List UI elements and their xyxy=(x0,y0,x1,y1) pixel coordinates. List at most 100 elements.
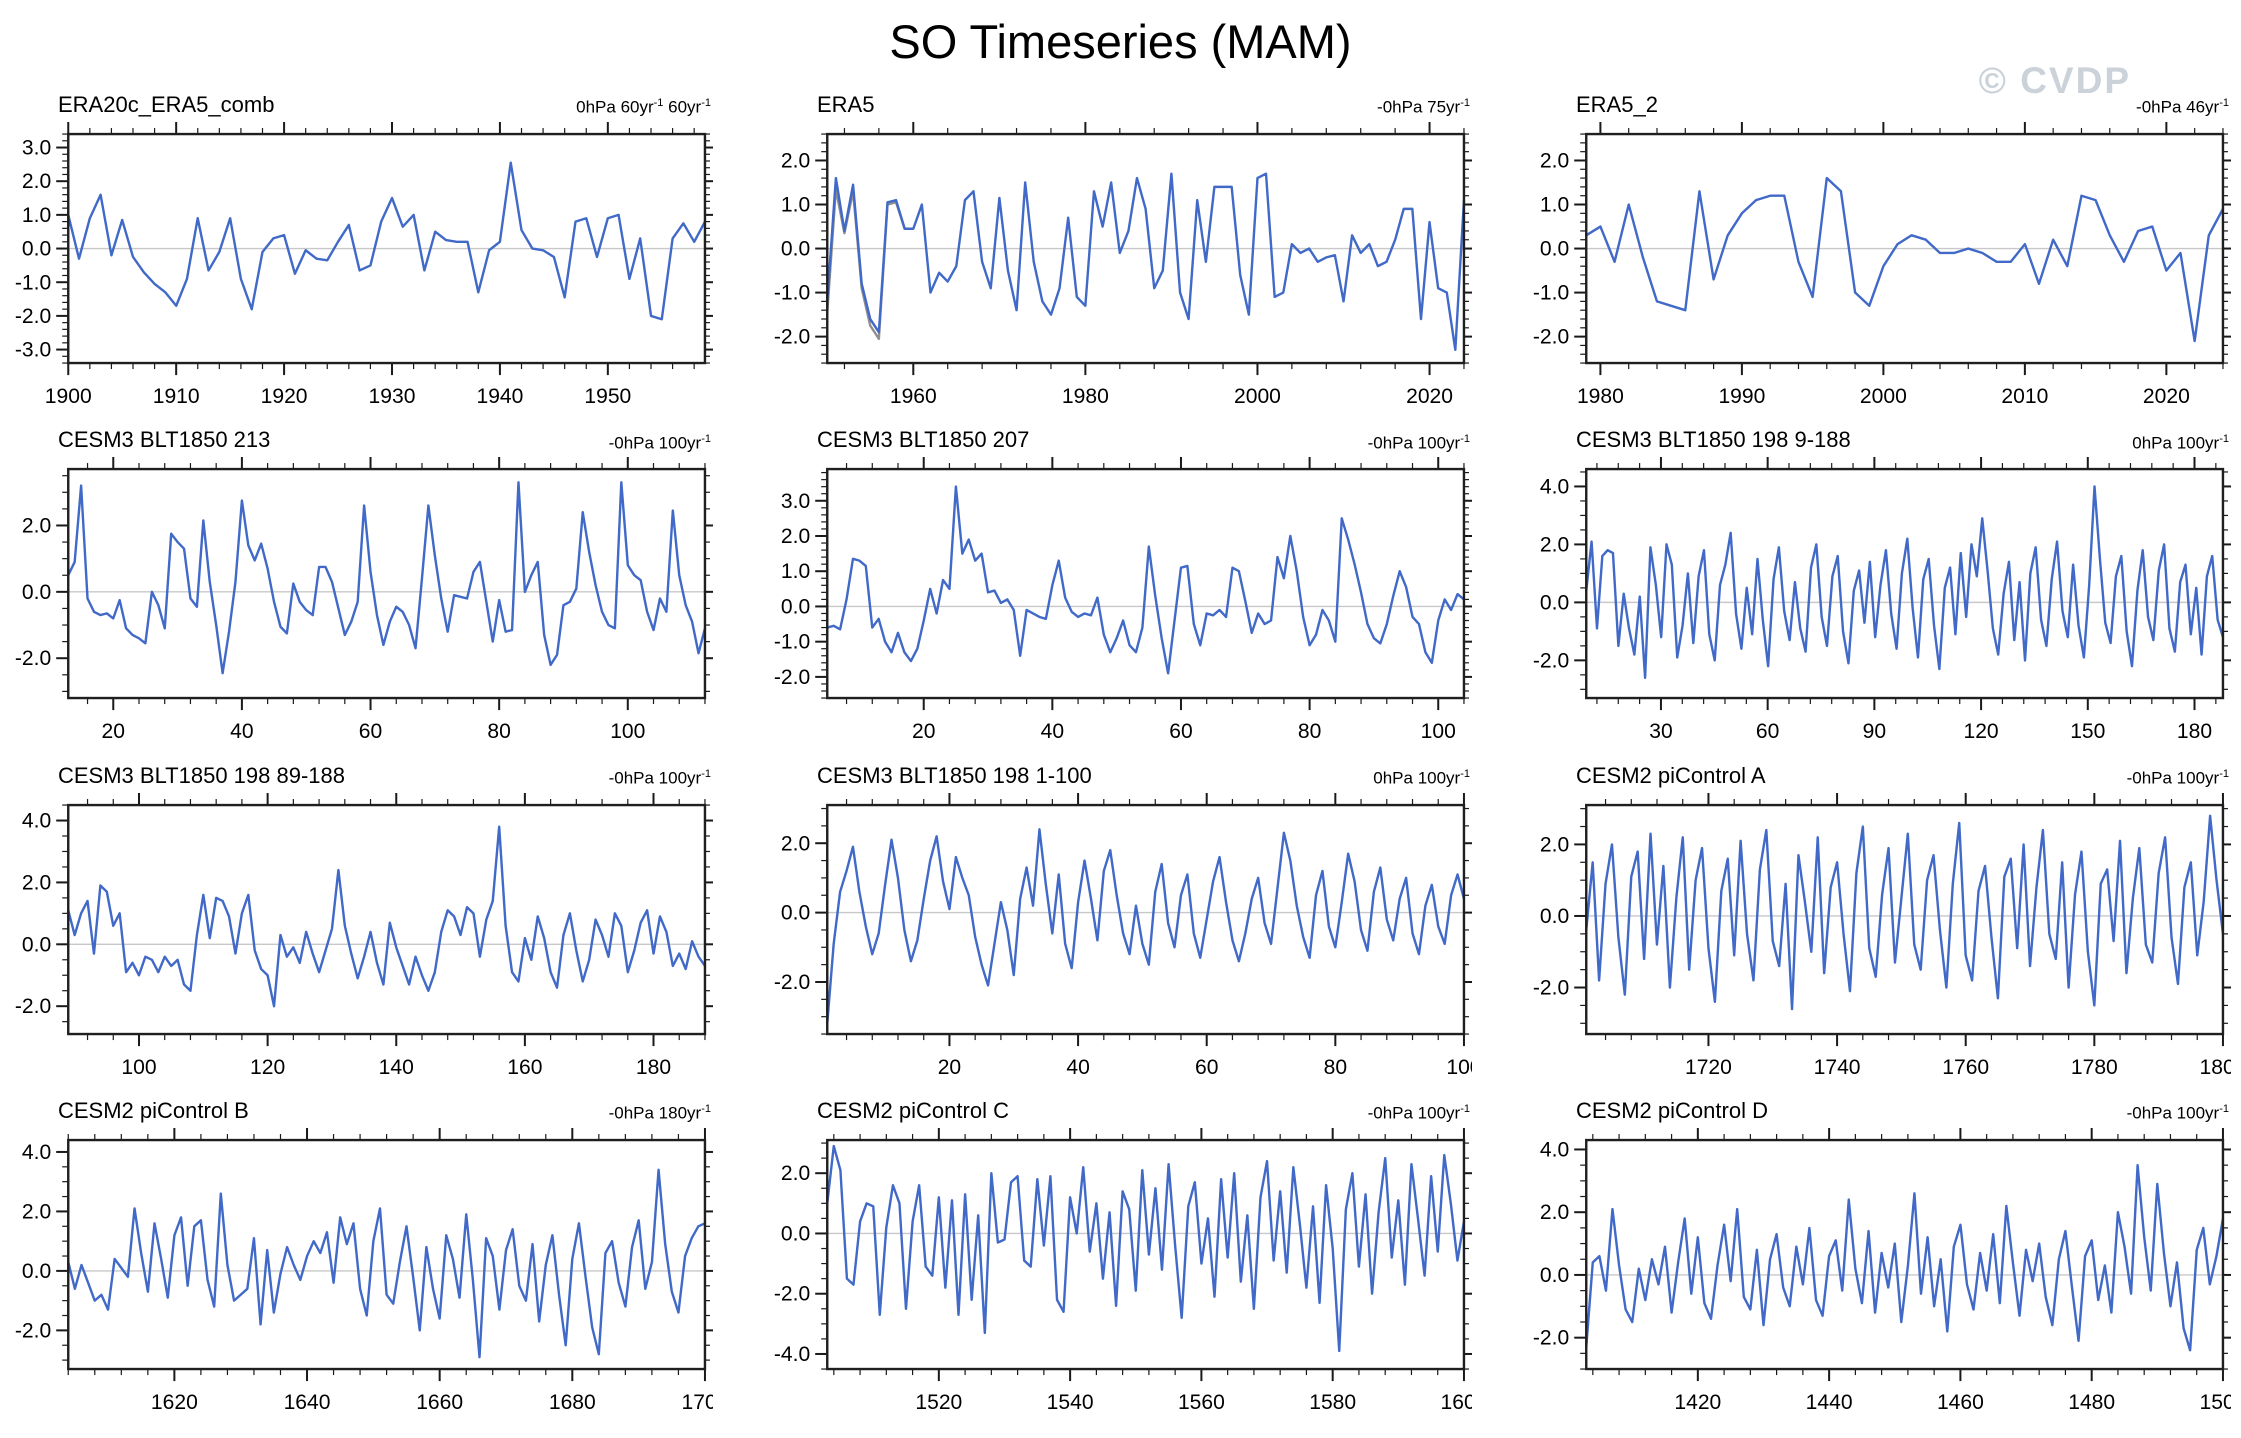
y-tick-label: 1.0 xyxy=(781,194,810,217)
y-tick-label: 0.0 xyxy=(22,581,51,604)
x-tick-label: 90 xyxy=(1863,720,1886,743)
y-tick-label: 4.0 xyxy=(1540,1138,1569,1161)
panel-header: CESM2 piControl A -0hPa 100yr-1 xyxy=(1528,759,2231,791)
x-tick-label: 1940 xyxy=(476,385,523,408)
x-tick-label: 60 xyxy=(1169,720,1192,743)
x-tick-label: 1980 xyxy=(1577,385,1624,408)
panel-title: CESM3 BLT1850 198 9-188 xyxy=(1576,427,1851,453)
x-tick-label: 1680 xyxy=(549,1391,596,1414)
x-tick-label: 2010 xyxy=(2001,385,2048,408)
y-tick-label: -2.0 xyxy=(15,648,51,671)
x-tick-label: 1910 xyxy=(153,385,200,408)
panel-header: CESM2 piControl D -0hPa 100yr-1 xyxy=(1528,1094,2231,1126)
panel-units-label: 0hPa 100yr-1 xyxy=(2132,432,2229,453)
x-tick-label: 1700 xyxy=(682,1391,713,1414)
panel-title: CESM3 BLT1850 198 89-188 xyxy=(58,762,345,788)
x-tick-label: 140 xyxy=(379,1056,414,1079)
y-tick-label: 2.0 xyxy=(22,515,51,538)
primary-series-line xyxy=(826,827,1466,1025)
axis-frame xyxy=(826,468,1466,700)
x-tick-label: 40 xyxy=(1041,720,1064,743)
primary-series-line xyxy=(67,161,707,321)
y-tick-label: 2.0 xyxy=(781,525,810,548)
panel-title: ERA20c_ERA5_comb xyxy=(58,92,275,117)
y-tick-label: -2.0 xyxy=(15,995,51,1018)
x-tick-label: 1640 xyxy=(284,1391,331,1414)
timeseries-plot: 20 40 60 80 100 3.0 2.0 1.0 0.0 -1.0 -2.0 xyxy=(774,457,1472,743)
axis-frame xyxy=(1585,468,2225,700)
panel-header: CESM3 BLT1850 207 -0hPa 100yr-1 xyxy=(769,423,1472,455)
x-tick-label: 1780 xyxy=(2071,1056,2118,1079)
chart-panel-6: CESM3 BLT1850 198 9-188 0hPa 100yr-1 30 6… xyxy=(1528,423,2231,752)
panel-title: CESM2 piControl D xyxy=(1576,1097,1768,1123)
chart-panel-8: CESM3 BLT1850 198 1-100 0hPa 100yr-1 20 4… xyxy=(769,759,1472,1088)
x-tick-label: 1420 xyxy=(1674,1391,1721,1414)
x-tick-label: 80 xyxy=(487,720,510,743)
axis-frame xyxy=(1585,1138,2225,1371)
x-tick-label: 1520 xyxy=(915,1391,962,1414)
panel-title: CESM2 piControl A xyxy=(1576,762,1766,788)
timeseries-plot: 100 120 140 160 180 4.0 2.0 0.0 -2.0 xyxy=(15,792,713,1079)
panel-header: CESM3 BLT1850 198 9-188 0hPa 100yr-1 xyxy=(1528,423,2231,455)
timeseries-plot: 1520 1540 1560 1580 1600 2.0 0.0 -2.0 -4.0 xyxy=(774,1127,1472,1414)
chart-panel-10: CESM2 piControl B -0hPa 180yr-1 1620 1640… xyxy=(10,1094,713,1423)
x-tick-label: 120 xyxy=(1963,720,1998,743)
x-tick-label: 100 xyxy=(610,720,645,743)
x-tick-label: 1990 xyxy=(1718,385,1765,408)
y-tick-label: -1.0 xyxy=(774,631,810,654)
y-tick-label: 2.0 xyxy=(781,1162,810,1185)
y-tick-label: 2.0 xyxy=(781,832,810,855)
y-tick-label: -2.0 xyxy=(774,971,810,994)
y-tick-label: 3.0 xyxy=(781,490,810,513)
timeseries-plot: 1980 1990 2000 2010 2020 2.0 1.0 0.0 -1.0 -2.0 xyxy=(1533,122,2231,408)
y-tick-label: 2.0 xyxy=(22,871,51,894)
y-tick-label: 2.0 xyxy=(1540,150,1569,173)
panel-units-label: -0hPa 100yr-1 xyxy=(1367,1103,1470,1123)
x-tick-label: 2000 xyxy=(1234,385,1281,408)
x-tick-label: 1900 xyxy=(45,385,92,408)
y-tick-label: -1.0 xyxy=(1533,282,1569,305)
chart-panel-5: CESM3 BLT1850 207 -0hPa 100yr-1 20 40 60 80… xyxy=(769,423,1472,752)
y-tick-label: 1.0 xyxy=(1540,194,1569,217)
axis-frame xyxy=(1585,132,2225,365)
y-tick-label: -1.0 xyxy=(15,271,51,294)
y-tick-label: -2.0 xyxy=(1533,326,1569,349)
x-tick-label: 30 xyxy=(1649,720,1672,743)
y-tick-label: 0.0 xyxy=(781,901,810,924)
timeseries-plot: 20 40 60 80 100 2.0 0.0 -2.0 xyxy=(774,792,1472,1079)
panel-units-label: -0hPa 100yr-1 xyxy=(2126,767,2229,788)
axis-frame xyxy=(67,1138,707,1371)
panel-header: CESM3 BLT1850 198 89-188 -0hPa 100yr-1 xyxy=(10,759,713,791)
primary-series-line xyxy=(67,825,707,1007)
panel-title: CESM3 BLT1850 207 xyxy=(817,427,1030,453)
y-tick-label: 3.0 xyxy=(22,137,51,160)
x-tick-label: 20 xyxy=(102,720,125,743)
panel-header: CESM3 BLT1850 213 -0hPa 100yr-1 xyxy=(10,423,713,455)
primary-series-line xyxy=(1585,176,2225,343)
y-tick-label: -2.0 xyxy=(1533,650,1569,673)
x-tick-label: 1500 xyxy=(2200,1391,2231,1414)
panel-units-label: -0hPa 75yr-1 xyxy=(1377,97,1470,117)
primary-series-line xyxy=(1585,1163,2225,1352)
x-tick-label: 1560 xyxy=(1178,1391,1225,1414)
axis-frame xyxy=(1585,803,2225,1035)
x-tick-label: 180 xyxy=(2177,720,2212,743)
timeseries-plot: 1960 1980 2000 2020 2.0 1.0 0.0 -1.0 -2.0 xyxy=(774,122,1472,408)
axis-frame xyxy=(826,1138,1466,1371)
x-tick-label: 40 xyxy=(230,720,253,743)
y-tick-label: 0.0 xyxy=(22,1260,51,1283)
x-tick-label: 20 xyxy=(912,720,935,743)
axis-frame xyxy=(67,803,707,1035)
x-tick-label: 1760 xyxy=(1942,1056,1989,1079)
panel-title: ERA5 xyxy=(817,92,875,117)
panel-title: CESM2 piControl C xyxy=(817,1097,1009,1123)
y-tick-label: 2.0 xyxy=(781,150,810,173)
chart-panel-1: ERA20c_ERA5_comb 0hPa 60yr-1 60yr-1 1900… xyxy=(10,88,713,417)
panel-header: ERA20c_ERA5_comb 0hPa 60yr-1 60yr-1 xyxy=(10,88,713,120)
timeseries-plot: 1900 1910 1920 1930 1940 1950 3.0 2.0 1.0 0.0 -1.0… xyxy=(15,122,713,408)
page-title: SO Timeseries (MAM) xyxy=(889,15,1352,68)
x-tick-label: 150 xyxy=(2070,720,2105,743)
y-tick-label: 2.0 xyxy=(1540,1201,1569,1224)
x-tick-label: 2020 xyxy=(2143,385,2190,408)
